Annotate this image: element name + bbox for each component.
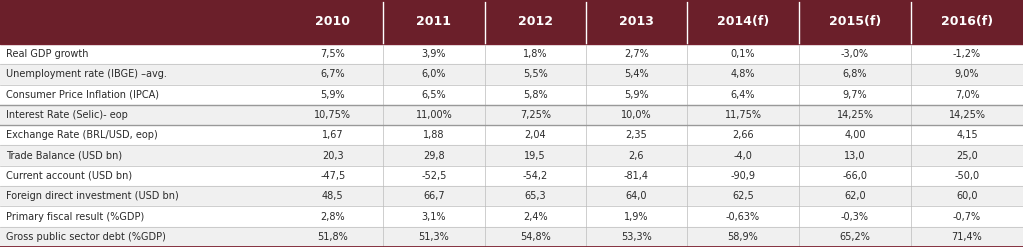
Text: 65,3: 65,3 xyxy=(525,191,546,201)
Text: -66,0: -66,0 xyxy=(843,171,868,181)
Text: 5,4%: 5,4% xyxy=(624,69,649,80)
Text: 2,4%: 2,4% xyxy=(523,211,547,222)
Text: 4,8%: 4,8% xyxy=(730,69,755,80)
Text: 3,1%: 3,1% xyxy=(421,211,446,222)
Text: 48,5: 48,5 xyxy=(322,191,344,201)
Text: 1,8%: 1,8% xyxy=(523,49,547,59)
Text: -54,2: -54,2 xyxy=(523,171,547,181)
Text: 2011: 2011 xyxy=(416,16,451,28)
Text: 2,66: 2,66 xyxy=(732,130,754,140)
Text: 2,35: 2,35 xyxy=(625,130,648,140)
Text: 19,5: 19,5 xyxy=(525,151,546,161)
Text: 2013: 2013 xyxy=(619,16,654,28)
Text: -4,0: -4,0 xyxy=(733,151,753,161)
Bar xyxy=(0,145,1023,166)
Text: 6,5%: 6,5% xyxy=(421,90,446,100)
Text: 1,67: 1,67 xyxy=(322,130,344,140)
Text: -3,0%: -3,0% xyxy=(841,49,869,59)
Text: 7,5%: 7,5% xyxy=(320,49,345,59)
Text: Real GDP growth: Real GDP growth xyxy=(6,49,89,59)
Text: 2015(f): 2015(f) xyxy=(829,16,881,28)
Text: 25,0: 25,0 xyxy=(957,151,978,161)
Text: 7,0%: 7,0% xyxy=(954,90,979,100)
Text: 10,0%: 10,0% xyxy=(621,110,652,120)
Text: Primary fiscal result (%GDP): Primary fiscal result (%GDP) xyxy=(6,211,144,222)
Bar xyxy=(0,166,1023,186)
Text: 6,7%: 6,7% xyxy=(320,69,345,80)
Text: Unemployment rate (IBGE) –avg.: Unemployment rate (IBGE) –avg. xyxy=(6,69,167,80)
Text: -0,3%: -0,3% xyxy=(841,211,869,222)
Text: 3,9%: 3,9% xyxy=(421,49,446,59)
Text: -90,9: -90,9 xyxy=(730,171,756,181)
Text: 62,5: 62,5 xyxy=(732,191,754,201)
Text: 1,88: 1,88 xyxy=(424,130,445,140)
Text: Gross public sector debt (%GDP): Gross public sector debt (%GDP) xyxy=(6,232,166,242)
Text: 10,75%: 10,75% xyxy=(314,110,351,120)
Text: 2,04: 2,04 xyxy=(525,130,546,140)
Text: 53,3%: 53,3% xyxy=(621,232,652,242)
Text: 71,4%: 71,4% xyxy=(951,232,982,242)
Text: 5,8%: 5,8% xyxy=(523,90,547,100)
Text: 14,25%: 14,25% xyxy=(837,110,874,120)
Text: 7,25%: 7,25% xyxy=(520,110,550,120)
Bar xyxy=(0,125,1023,145)
Text: 11,75%: 11,75% xyxy=(724,110,761,120)
Text: Consumer Price Inflation (IPCA): Consumer Price Inflation (IPCA) xyxy=(6,90,160,100)
Text: 4,00: 4,00 xyxy=(844,130,865,140)
Bar xyxy=(0,44,1023,64)
Text: -81,4: -81,4 xyxy=(624,171,649,181)
Text: 11,00%: 11,00% xyxy=(415,110,452,120)
Bar xyxy=(0,84,1023,105)
Text: 9,7%: 9,7% xyxy=(843,90,868,100)
Text: 13,0: 13,0 xyxy=(844,151,865,161)
Text: -1,2%: -1,2% xyxy=(953,49,981,59)
Bar xyxy=(0,64,1023,84)
Text: -0,63%: -0,63% xyxy=(726,211,760,222)
Text: 4,15: 4,15 xyxy=(957,130,978,140)
Text: Trade Balance (USD bn): Trade Balance (USD bn) xyxy=(6,151,123,161)
Bar xyxy=(0,227,1023,247)
Text: 54,8%: 54,8% xyxy=(520,232,550,242)
Text: 29,8: 29,8 xyxy=(424,151,445,161)
Text: 2010: 2010 xyxy=(315,16,350,28)
Text: Current account (USD bn): Current account (USD bn) xyxy=(6,171,132,181)
Text: Foreign direct investment (USD bn): Foreign direct investment (USD bn) xyxy=(6,191,179,201)
Text: 2,6: 2,6 xyxy=(629,151,644,161)
Text: 2016(f): 2016(f) xyxy=(941,16,993,28)
Text: -50,0: -50,0 xyxy=(954,171,980,181)
Text: 5,9%: 5,9% xyxy=(624,90,649,100)
Text: 5,9%: 5,9% xyxy=(320,90,345,100)
Text: 2,7%: 2,7% xyxy=(624,49,649,59)
Text: -52,5: -52,5 xyxy=(421,171,447,181)
Text: 2012: 2012 xyxy=(518,16,552,28)
Text: 1,9%: 1,9% xyxy=(624,211,649,222)
Text: 6,4%: 6,4% xyxy=(730,90,755,100)
Text: 66,7: 66,7 xyxy=(424,191,445,201)
Text: 2014(f): 2014(f) xyxy=(717,16,769,28)
Text: 51,8%: 51,8% xyxy=(317,232,348,242)
Text: -47,5: -47,5 xyxy=(320,171,346,181)
Bar xyxy=(0,206,1023,227)
Text: 20,3: 20,3 xyxy=(322,151,344,161)
Bar xyxy=(0,186,1023,206)
Text: 64,0: 64,0 xyxy=(626,191,648,201)
Text: -0,7%: -0,7% xyxy=(953,211,981,222)
Text: 2,8%: 2,8% xyxy=(320,211,345,222)
Text: 58,9%: 58,9% xyxy=(727,232,758,242)
Text: 6,8%: 6,8% xyxy=(843,69,868,80)
Text: 6,0%: 6,0% xyxy=(421,69,446,80)
Text: 0,1%: 0,1% xyxy=(730,49,755,59)
Text: 9,0%: 9,0% xyxy=(954,69,979,80)
Text: 60,0: 60,0 xyxy=(957,191,978,201)
Bar xyxy=(0,105,1023,125)
Text: 5,5%: 5,5% xyxy=(523,69,547,80)
Text: 51,3%: 51,3% xyxy=(418,232,449,242)
Text: 65,2%: 65,2% xyxy=(840,232,871,242)
Bar xyxy=(0,0,1023,44)
Text: 62,0: 62,0 xyxy=(844,191,865,201)
Text: 14,25%: 14,25% xyxy=(948,110,985,120)
Text: Interest Rate (Selic)- eop: Interest Rate (Selic)- eop xyxy=(6,110,128,120)
Text: Exchange Rate (BRL/USD, eop): Exchange Rate (BRL/USD, eop) xyxy=(6,130,158,140)
